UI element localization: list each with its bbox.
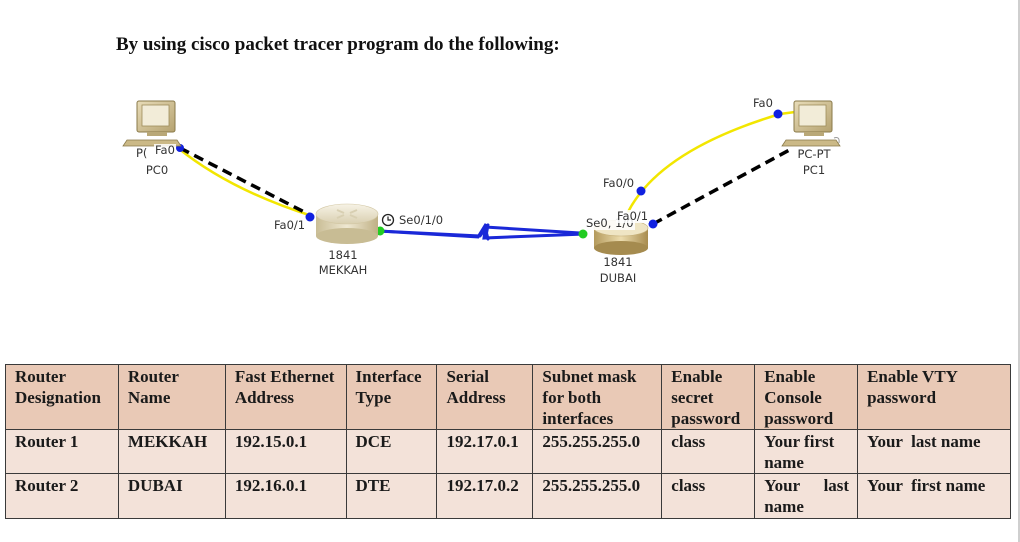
cell-fast-ethernet-address: 192.16.0.1: [224, 473, 347, 519]
cell-enable-vty: Your first name: [857, 473, 1011, 519]
pc0-model-label: P(: [136, 146, 148, 160]
cell-enable-vty: Your last name: [857, 429, 1011, 474]
header-enable-console: Enable Console password: [754, 364, 859, 430]
clock-icon: [381, 213, 395, 227]
cell-interface-type: DTE: [345, 473, 438, 519]
dubai-fa00-label: Fa0/0: [603, 176, 635, 190]
cell-router-name: DUBAI: [117, 473, 226, 519]
link-pc0-mekkah-console: [177, 147, 313, 218]
pc1-model-label: PC-PT: [797, 147, 831, 161]
pc-icon: [781, 100, 841, 147]
cell-enable-console: Your last name: [754, 473, 859, 519]
router-icon: [315, 203, 379, 244]
pc1-name-label: PC1: [802, 163, 826, 177]
header-interface-type: Interface Type: [345, 364, 438, 430]
cell-enable-console: Your first name: [754, 429, 859, 474]
port-dot-pc1-fa0: [773, 109, 783, 119]
link-dubai-pc1-console: [626, 110, 796, 213]
cell-interface-type: DCE: [345, 429, 438, 474]
pc0-port-label: Fa0: [154, 143, 176, 157]
mekkah-se010-label: Se0/1/0: [399, 213, 444, 227]
header-serial-address: Serial Address: [436, 364, 534, 430]
port-dot-dubai-fa00: [636, 186, 646, 196]
header-enable-secret: Enable secret password: [661, 364, 756, 430]
cell-subnet-mask: 255.255.255.0: [532, 429, 663, 474]
cell-serial-address: 192.17.0.1: [436, 429, 534, 474]
pc-icon: [122, 100, 182, 147]
dubai-name-label: DUBAI: [599, 271, 637, 285]
link-pc0-mekkah-crossover: [179, 146, 313, 218]
header-router-designation: Router Designation: [5, 364, 119, 430]
router-config-table: Router Designation Router Name Fast Ethe…: [5, 364, 1011, 519]
header-enable-vty: Enable VTY password: [857, 364, 1011, 430]
cell-router-name: MEKKAH: [117, 429, 226, 474]
page-edge-divider: [1018, 0, 1020, 542]
port-dot-dubai-fa01: [648, 219, 658, 229]
table-row: Router 1 MEKKAH 192.15.0.1 DCE 192.17.0.…: [5, 429, 1011, 474]
header-fast-ethernet-address: Fast Ethernet Address: [224, 364, 347, 430]
link-dubai-pc1-crossover: [652, 146, 794, 226]
dubai-fa01-label: Fa0/1: [616, 209, 650, 223]
pc1-port-label: Fa0: [753, 96, 773, 110]
mekkah-model-label: 1841: [328, 248, 358, 262]
table-header-row: Router Designation Router Name Fast Ethe…: [5, 364, 1011, 430]
mekkah-name-label: MEKKAH: [318, 263, 368, 277]
cell-enable-secret: class: [661, 429, 756, 474]
table-row: Router 2 DUBAI 192.16.0.1 DTE 192.17.0.2…: [5, 473, 1011, 519]
header-router-name: Router Name: [117, 364, 226, 430]
cell-fast-ethernet-address: 192.15.0.1: [224, 429, 347, 474]
cell-subnet-mask: 255.255.255.0: [532, 473, 663, 519]
page-title: By using cisco packet tracer program do …: [116, 34, 560, 55]
network-topology-diagram: P( Fa0 PC0 Fa0/1 Se0/1/0 1841 MEKKAH Fa0…: [0, 80, 1020, 310]
dubai-model-label: 1841: [603, 255, 633, 269]
cell-enable-secret: class: [661, 473, 756, 519]
port-dot-mekkah-fa01: [305, 212, 315, 222]
mekkah-fa01-label: Fa0/1: [274, 218, 306, 232]
cell-router-designation: Router 1: [5, 429, 119, 474]
port-dot-dubai-se010: [578, 229, 588, 239]
header-subnet-mask: Subnet mask for both interfaces: [532, 364, 663, 430]
cell-router-designation: Router 2: [5, 473, 119, 519]
link-mekkah-dubai-serial: [377, 223, 586, 241]
pc0-name-label: PC0: [145, 163, 169, 177]
cell-serial-address: 192.17.0.2: [436, 473, 534, 519]
